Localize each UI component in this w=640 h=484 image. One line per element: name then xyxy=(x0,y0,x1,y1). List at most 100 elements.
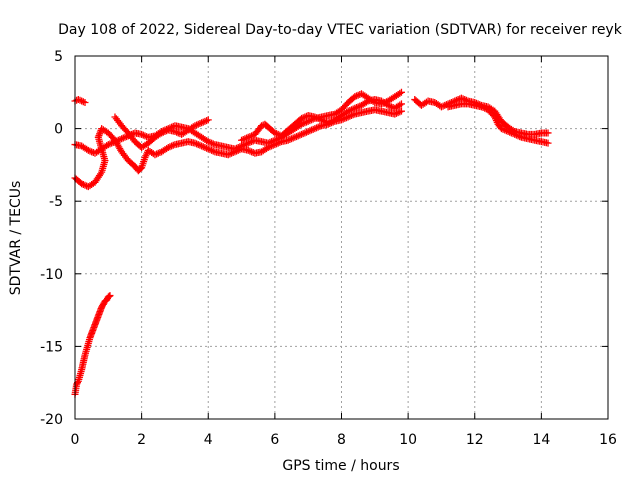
data-point xyxy=(209,147,217,155)
data-point xyxy=(362,98,370,106)
data-point xyxy=(396,101,404,109)
data-point xyxy=(191,122,199,130)
data-point xyxy=(311,125,319,133)
data-point xyxy=(346,106,354,114)
data-point xyxy=(349,105,357,113)
data-point xyxy=(288,135,296,143)
data-point xyxy=(244,133,252,141)
data-point xyxy=(314,123,322,131)
data-point xyxy=(198,119,206,127)
data-point xyxy=(284,136,292,144)
data-point xyxy=(319,117,327,125)
data-point xyxy=(226,150,234,158)
data-point xyxy=(507,129,515,137)
data-point xyxy=(514,132,522,140)
data-point xyxy=(104,293,112,301)
data-point xyxy=(141,132,149,140)
data-point xyxy=(204,145,212,153)
data-point xyxy=(352,104,360,112)
data-point xyxy=(497,125,505,133)
data-point xyxy=(289,134,297,142)
data-point xyxy=(352,92,360,100)
data-point xyxy=(203,144,211,152)
data-point xyxy=(86,147,94,155)
data-point xyxy=(168,142,176,150)
y-tick-label: -10 xyxy=(40,267,63,283)
data-point xyxy=(164,143,172,151)
data-point xyxy=(79,98,87,106)
data-point xyxy=(193,140,201,148)
data-point xyxy=(296,131,304,139)
data-point xyxy=(104,141,112,149)
y-tick-label: -15 xyxy=(40,339,63,355)
data-point xyxy=(506,128,514,136)
data-point xyxy=(271,129,279,137)
data-point xyxy=(191,139,199,147)
data-point xyxy=(241,135,249,143)
data-point xyxy=(351,93,359,101)
data-point xyxy=(76,96,84,104)
data-point xyxy=(273,130,281,138)
data-point xyxy=(171,128,179,136)
data-point xyxy=(384,101,392,109)
data-point xyxy=(239,135,247,143)
data-point xyxy=(321,117,329,125)
data-point xyxy=(311,113,319,121)
data-point xyxy=(396,89,404,97)
data-point xyxy=(354,103,362,111)
data-point xyxy=(318,116,326,124)
data-point xyxy=(274,139,282,147)
data-point xyxy=(238,136,246,144)
data-point xyxy=(233,147,241,155)
x-tick-label: 8 xyxy=(337,432,346,448)
data-point xyxy=(328,117,336,125)
data-point xyxy=(169,141,177,149)
data-point xyxy=(79,181,87,189)
data-point xyxy=(106,140,114,148)
data-point xyxy=(313,114,321,122)
data-point xyxy=(499,125,507,133)
data-point xyxy=(511,130,519,138)
data-point xyxy=(248,148,256,156)
data-point xyxy=(313,124,321,132)
data-point xyxy=(173,128,181,136)
data-point xyxy=(439,102,447,110)
data-point xyxy=(196,141,204,149)
x-tick-label: 4 xyxy=(204,432,213,448)
data-point xyxy=(509,130,517,138)
data-point xyxy=(204,138,212,146)
data-point xyxy=(516,133,524,141)
data-point xyxy=(84,146,92,154)
data-point xyxy=(271,141,279,149)
data-point xyxy=(231,148,239,156)
data-point xyxy=(244,146,252,154)
data-point xyxy=(512,131,520,139)
data-point xyxy=(243,134,251,142)
data-point xyxy=(481,104,489,112)
data-point xyxy=(306,127,314,135)
data-point xyxy=(208,146,216,154)
data-point xyxy=(151,151,159,159)
data-point xyxy=(501,126,509,134)
data-point xyxy=(78,180,86,188)
data-point xyxy=(351,104,359,112)
data-layer xyxy=(71,88,552,398)
data-point xyxy=(229,149,237,157)
data-point xyxy=(397,100,405,108)
data-point xyxy=(116,135,124,143)
data-point xyxy=(246,147,254,155)
data-point xyxy=(224,151,232,159)
data-point xyxy=(316,115,324,123)
data-point xyxy=(301,129,309,137)
data-point xyxy=(234,146,242,154)
data-point xyxy=(291,133,299,141)
data-point xyxy=(248,132,256,140)
data-point xyxy=(298,114,306,122)
data-point xyxy=(386,102,394,110)
data-point xyxy=(269,141,277,149)
x-tick-label: 0 xyxy=(71,432,80,448)
data-point xyxy=(544,129,552,137)
data-point xyxy=(105,292,113,300)
data-point xyxy=(193,121,201,129)
data-point xyxy=(268,142,276,150)
